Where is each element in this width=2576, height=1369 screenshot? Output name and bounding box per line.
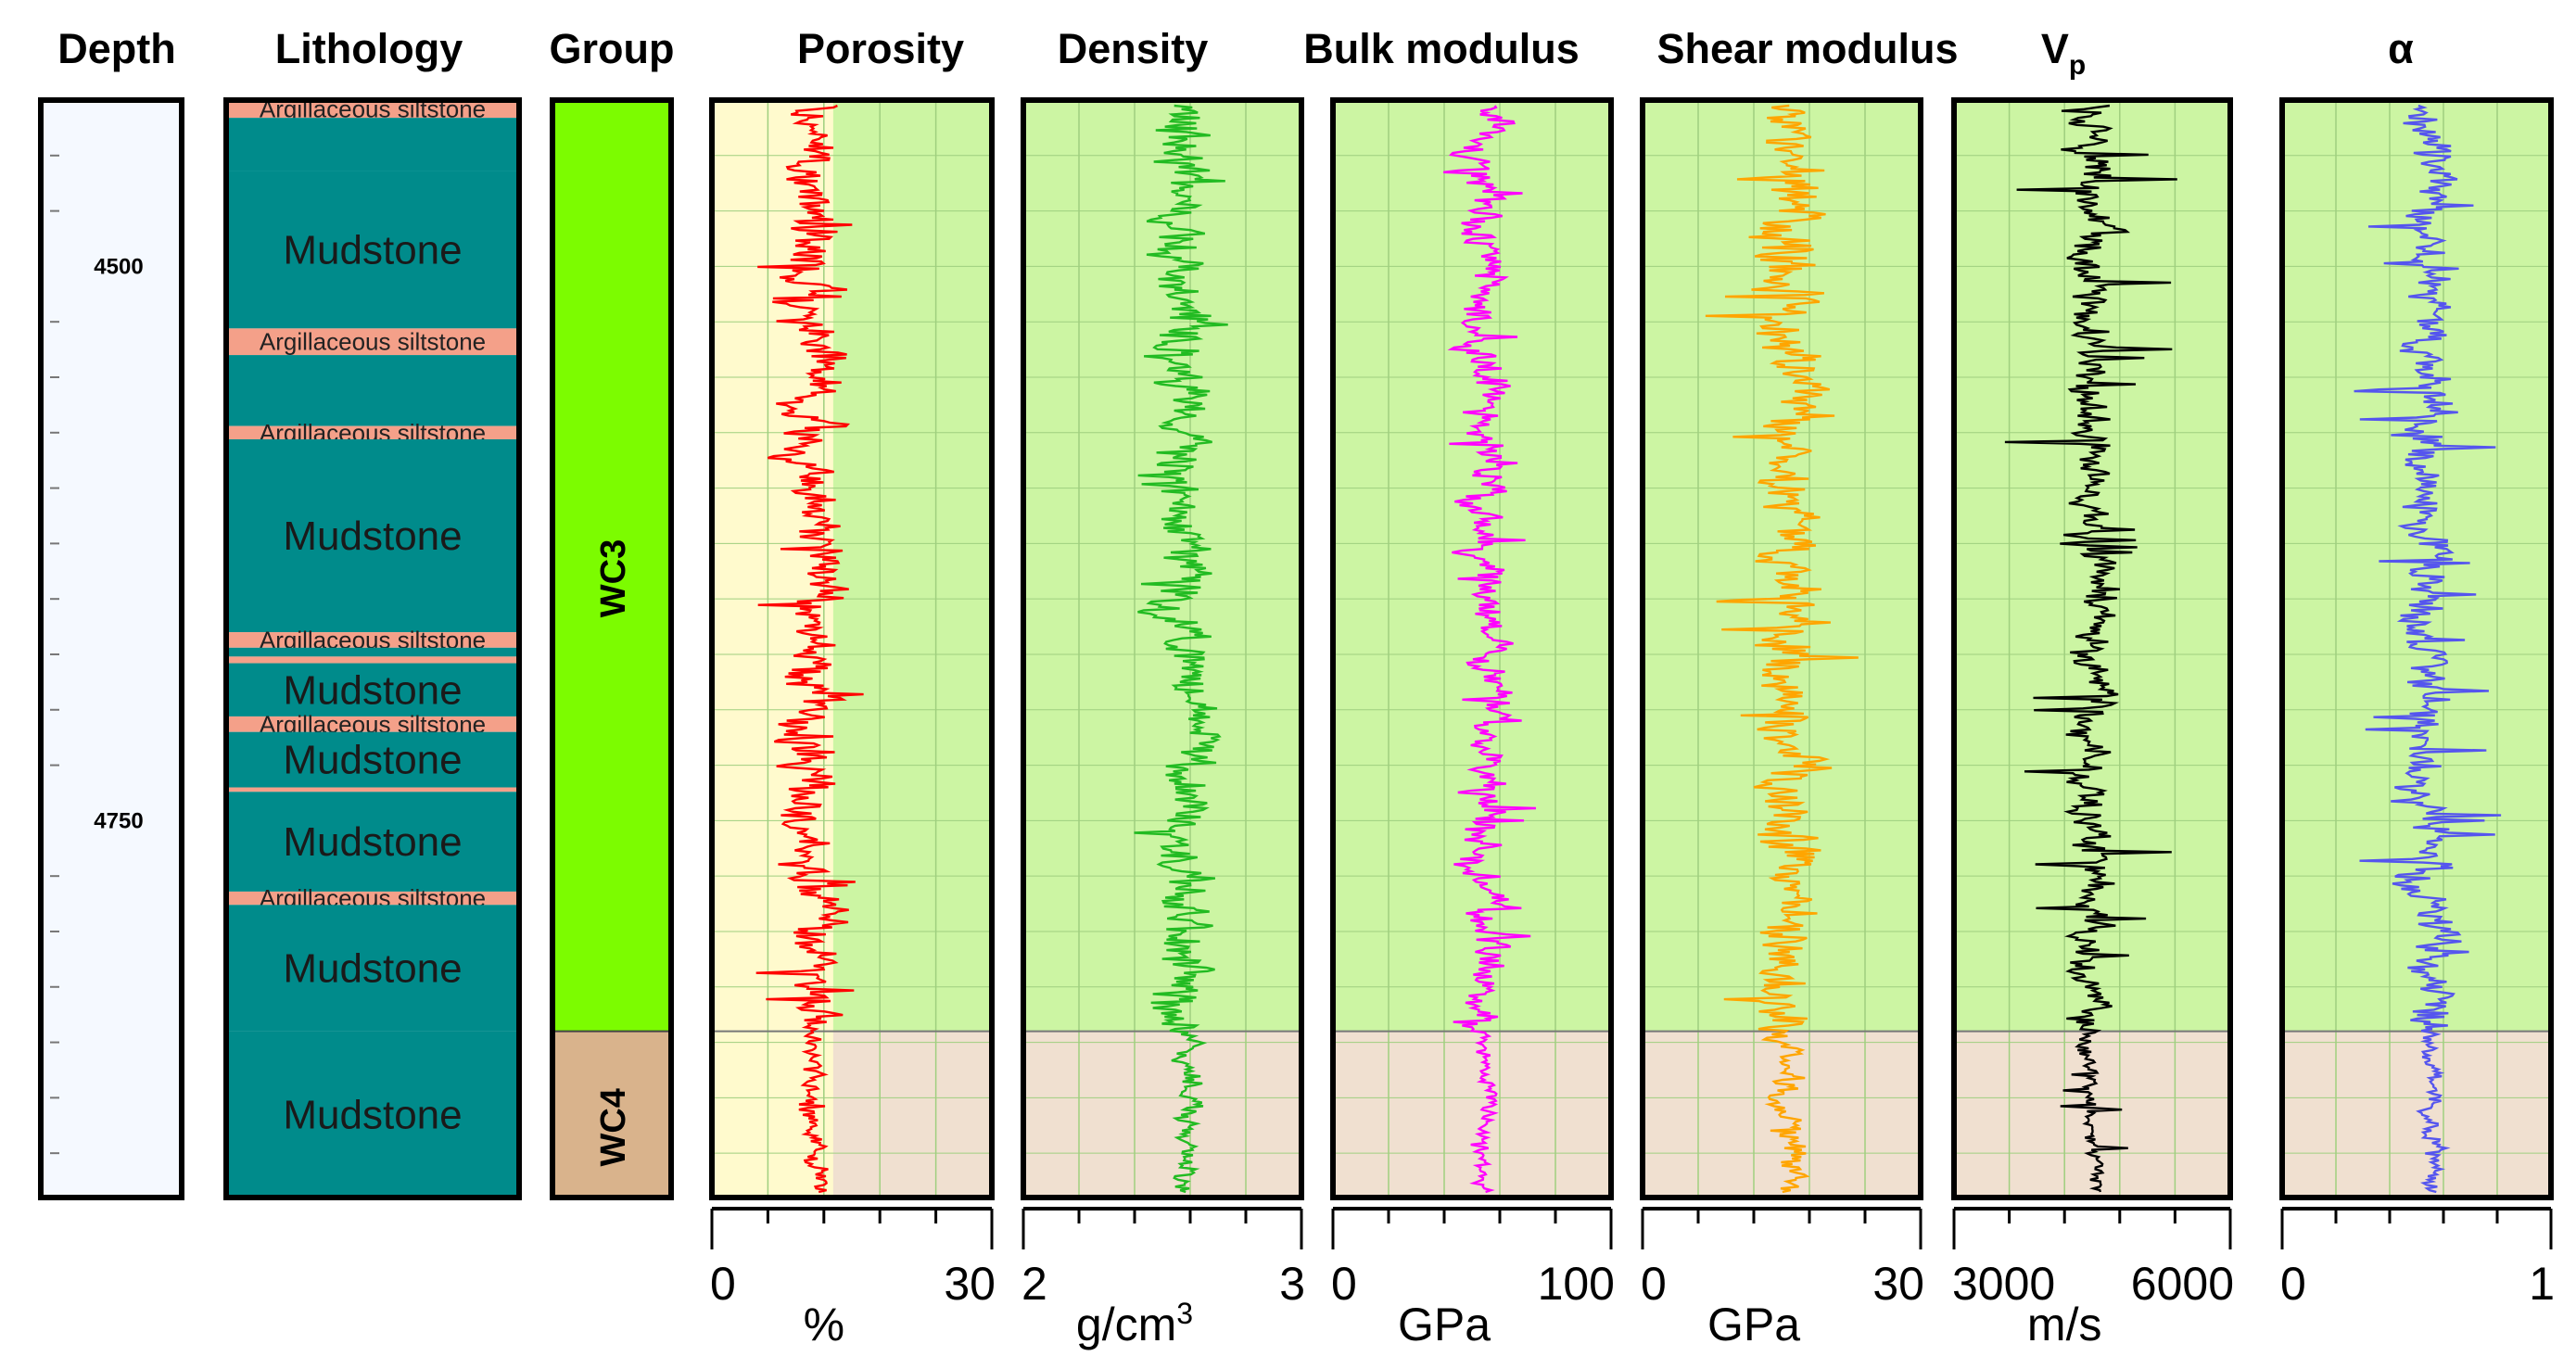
density-header: Density <box>1058 25 1209 72</box>
lithology-layer <box>226 656 519 664</box>
axis-unit-label: g/cm3 <box>1076 1297 1193 1350</box>
track-bulk: 0 100 GPa <box>1330 97 1615 1350</box>
lithology-layer <box>226 716 519 732</box>
axis-unit-label: GPa <box>1398 1299 1491 1350</box>
vp-header-sub: p <box>2069 50 2086 81</box>
axis-unit-label: % <box>804 1299 844 1350</box>
shear-curve <box>1705 104 1859 1194</box>
lithology-layer <box>226 355 519 426</box>
track-vp: 3000 6000 m/s <box>1951 97 2234 1350</box>
depth-tick-label: 4500 <box>94 254 143 279</box>
porosity-header: Porosity <box>797 25 964 72</box>
depth-header: Depth <box>57 25 176 72</box>
track-frame <box>1021 97 1304 1200</box>
group-label: WC4 <box>594 1088 633 1166</box>
lithology-layer <box>226 118 519 171</box>
track-frame <box>2279 97 2554 1200</box>
vp-header: Vp <box>2041 25 2086 81</box>
track-density: 2 3g/cm3 <box>1021 97 1305 1350</box>
track-lower-zone <box>2282 1031 2551 1198</box>
track-frame <box>1951 97 2233 1200</box>
axis-max-label: 6000 <box>2131 1258 2234 1310</box>
lithology-layer <box>226 438 519 633</box>
alpha-header: α <box>2388 25 2414 72</box>
axis-min-label: 0 <box>1641 1258 1667 1310</box>
lithology-layer <box>226 328 519 356</box>
axis-min-label: 0 <box>710 1258 736 1310</box>
axis-max-label: 30 <box>944 1258 996 1310</box>
track-lower-zone <box>1333 1031 1611 1198</box>
lithology-layer <box>226 663 519 716</box>
axis-min-label: 0 <box>2280 1258 2306 1310</box>
vp-curve <box>2004 104 2177 1193</box>
group-track: WC3 WC4 <box>550 97 674 1200</box>
lithology-layer <box>226 171 519 329</box>
lithology-label: Mudstone <box>283 738 462 783</box>
shear-modulus-header: Shear modulus <box>1656 25 1958 72</box>
group-zone <box>552 1031 671 1198</box>
axis-min-label: 3000 <box>1952 1258 2055 1310</box>
lithology-layer <box>226 891 519 906</box>
axis-max-label: 3 <box>1279 1258 1305 1310</box>
axis-unit-text: g/cm <box>1076 1299 1176 1350</box>
depth-track: 4500 4750 <box>38 97 184 1200</box>
lithology-layer <box>226 792 519 892</box>
lithology-layer <box>226 905 519 1032</box>
lithology-track: Argillaceous siltstoneMudstoneArgillaceo… <box>223 95 522 1200</box>
axis-unit-text: % <box>804 1299 844 1350</box>
lithology-track-frame <box>223 97 522 1200</box>
lithology-layer <box>226 1031 519 1198</box>
track-lower-zone <box>1023 1031 1301 1198</box>
lithology-layer <box>226 632 519 648</box>
density-curve <box>1134 104 1228 1194</box>
group-label: WC3 <box>594 539 633 617</box>
track-porosity: 0 30% <box>709 97 996 1350</box>
track-shear: 0 30 GPa <box>1640 97 1924 1350</box>
lithology-label: Mudstone <box>283 227 462 273</box>
axis-unit-text: m/s <box>2027 1299 2102 1350</box>
axis-min-label: 2 <box>1022 1258 1047 1310</box>
axis-max-label: 1 <box>2529 1258 2555 1310</box>
group-header: Group <box>550 25 675 72</box>
axis-max-label: 30 <box>1872 1258 1924 1310</box>
axis-unit-label: m/s <box>2027 1299 2102 1350</box>
vp-header-main: V <box>2041 25 2069 72</box>
lithology-label: Mudstone <box>283 945 462 991</box>
lithology-header: Lithology <box>275 25 463 72</box>
depth-tick-label: 4750 <box>94 808 143 833</box>
lithology-layer <box>226 731 519 788</box>
lithology-layer <box>226 100 519 119</box>
axis-unit-label: GPa <box>1707 1299 1800 1350</box>
porosity-curve <box>755 104 864 1194</box>
track-upper-zone <box>1023 100 1301 1032</box>
lithology-label: Mudstone <box>283 667 462 713</box>
group-zone <box>552 100 671 1032</box>
axis-unit-text: GPa <box>1707 1299 1800 1350</box>
axis-min-label: 0 <box>1331 1258 1357 1310</box>
lithology-label: Mudstone <box>283 513 462 559</box>
axis-unit-text: GPa <box>1398 1299 1491 1350</box>
bulk-curve <box>1443 105 1536 1194</box>
lithology-layer <box>226 647 519 657</box>
track-frame <box>709 97 995 1200</box>
axis-max-label: 100 <box>1538 1258 1615 1310</box>
track-frame <box>1330 97 1614 1200</box>
alpha-curve <box>2354 104 2502 1194</box>
depth-track-frame <box>38 97 184 1200</box>
lithology-label: Mudstone <box>283 1092 462 1137</box>
group-track-frame <box>550 97 674 1200</box>
axis-unit-superscript: 3 <box>1176 1297 1193 1330</box>
track-frame <box>1640 97 1923 1200</box>
lithology-layer <box>226 787 519 792</box>
lithology-label: Mudstone <box>283 819 462 865</box>
lithology-layer <box>226 425 519 439</box>
lithology-label: Argillaceous siltstone <box>260 328 486 356</box>
bulk-modulus-header: Bulk modulus <box>1303 25 1580 72</box>
